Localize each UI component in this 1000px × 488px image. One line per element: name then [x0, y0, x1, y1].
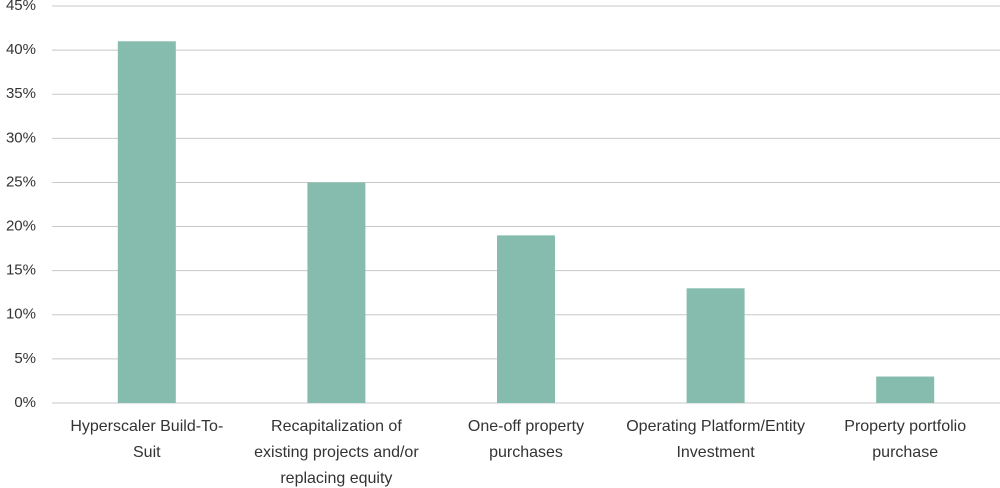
x-tick-label: Operating Platform/Entity Investment	[626, 418, 805, 461]
y-tick-label: 25%	[6, 173, 36, 190]
y-tick-label: 20%	[6, 218, 36, 235]
x-tick-label: Hyperscaler Build-To-Suit	[70, 418, 224, 461]
x-tick-label: Recapitalization of existing projects an…	[254, 418, 419, 487]
bar	[497, 235, 555, 403]
x-tick-label: Property portfolio purchase	[844, 418, 967, 461]
y-tick-label: 45%	[6, 0, 36, 14]
bar	[686, 288, 745, 403]
y-tick-label: 0%	[14, 394, 36, 411]
x-tick-label: One-off property purchases	[467, 418, 585, 461]
bar	[307, 182, 366, 403]
y-tick-label: 5%	[14, 350, 36, 367]
y-tick-label: 15%	[6, 262, 36, 279]
bar	[876, 376, 935, 403]
y-tick-label: 40%	[6, 41, 36, 58]
y-tick-label: 10%	[6, 306, 36, 323]
y-tick-label: 35%	[6, 85, 36, 102]
bar	[117, 41, 176, 404]
y-tick-label: 30%	[6, 129, 36, 146]
